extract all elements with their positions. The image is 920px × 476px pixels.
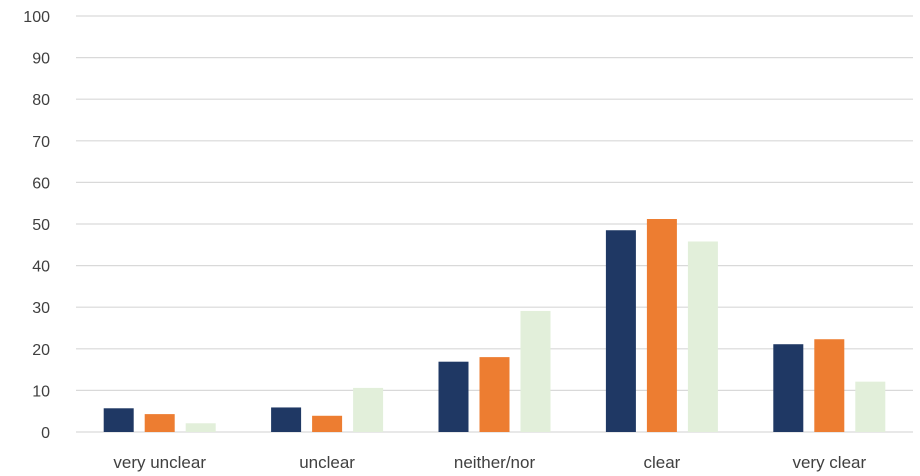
bar-series-3 [353, 387, 384, 432]
gridlines [76, 15, 913, 433]
y-tick-label: 90 [32, 51, 50, 68]
bar-series-3 [855, 381, 886, 432]
bar-series-1 [605, 230, 636, 432]
bar-series-2 [479, 357, 510, 432]
y-tick-label: 40 [32, 259, 50, 276]
y-tick-label: 60 [32, 175, 50, 192]
x-category-label: very unclear [113, 453, 206, 472]
y-tick-label: 100 [23, 9, 50, 26]
bar-series-2 [144, 414, 175, 432]
y-tick-label: 80 [32, 92, 50, 109]
y-tick-label: 10 [32, 383, 50, 400]
bars [103, 219, 886, 432]
bar-series-1 [271, 407, 302, 432]
bar-series-3 [687, 241, 718, 432]
y-tick-label: 30 [32, 300, 50, 317]
bar-series-1 [773, 344, 804, 432]
bar-series-2 [312, 415, 343, 432]
y-axis-tick-labels: 0 10 20 30 40 50 60 70 80 90 100 [23, 9, 50, 442]
y-tick-label: 50 [32, 217, 50, 234]
y-tick-label: 20 [32, 342, 50, 359]
bar-series-1 [103, 408, 134, 432]
bar-series-3 [520, 310, 551, 432]
x-axis-category-labels: very unclear unclear neither/nor clear very … [113, 453, 866, 472]
bar-series-3 [185, 423, 216, 432]
x-category-label: neither/nor [454, 453, 536, 472]
bar-series-2 [646, 219, 677, 432]
x-category-label: very clear [792, 453, 866, 472]
y-tick-label: 70 [32, 134, 50, 151]
y-tick-label: 0 [41, 425, 50, 442]
x-category-label: unclear [299, 453, 355, 472]
x-category-label: clear [643, 453, 680, 472]
bar-series-2 [814, 339, 845, 432]
bar-series-1 [438, 361, 469, 432]
